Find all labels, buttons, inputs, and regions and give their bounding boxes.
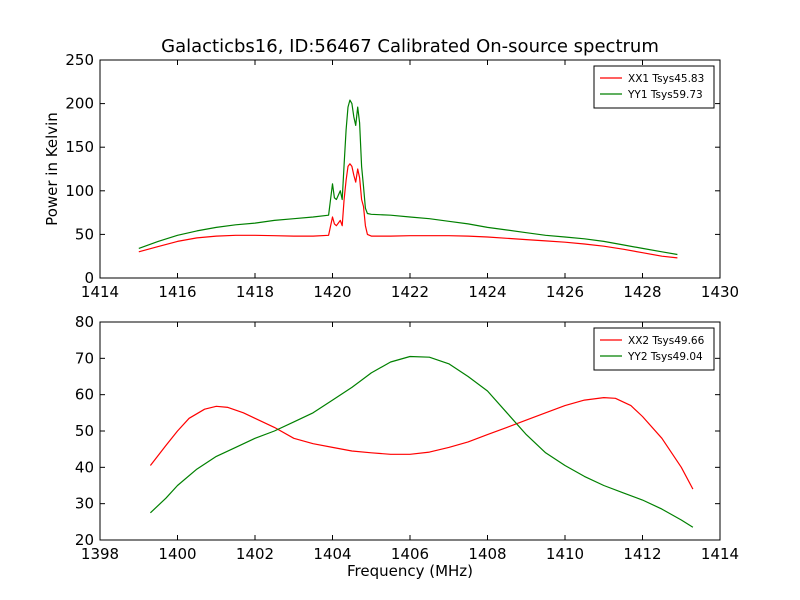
legend-label: YY2 Tsys49.04 (627, 351, 703, 363)
figure-title: Galacticbs16, ID:56467 Calibrated On-sou… (161, 36, 659, 57)
x-axis-label: Frequency (MHz) (347, 562, 473, 580)
series-line-1 (138, 163, 678, 259)
x-tick-label: 1410 (546, 545, 584, 563)
bottom-spectrum-plot: 1398 1400 1402 1404 1406 1408 1410 1412 1414 20 30… (75, 313, 739, 580)
x-tick-label: 1430 (701, 283, 739, 301)
x-tick-label: 1420 (313, 283, 351, 301)
y-tick-label: 30 (75, 495, 94, 513)
y-tick-label: 0 (84, 269, 94, 287)
y-tick-label: 50 (75, 422, 94, 440)
x-tick-label: 1428 (623, 283, 661, 301)
y-tick-label: 100 (65, 182, 94, 200)
series-line-1 (149, 397, 694, 490)
y-tick-label: 50 (75, 225, 94, 243)
x-tick-label: 1400 (158, 545, 196, 563)
y-tick-label: 150 (65, 138, 94, 156)
legend-label: XX1 Tsys45.83 (628, 73, 704, 85)
x-tick-label: 1424 (468, 283, 506, 301)
x-tick-label: 1418 (236, 283, 274, 301)
y-axis-label: Power in Kelvin (43, 112, 61, 226)
top-spectrum-plot: 1414 1416 1418 1420 1422 1424 1426 1428 1430 0 50 1… (43, 51, 739, 301)
y-tick-label: 20 (75, 531, 94, 549)
y-tick-label: 40 (75, 458, 94, 476)
x-tick-label: 1402 (236, 545, 274, 563)
y-tick-label: 60 (75, 386, 94, 404)
series-line-2 (149, 355, 694, 528)
legend-label: XX2 Tsys49.66 (628, 335, 705, 347)
legend-box (593, 327, 715, 371)
series-line-2 (138, 99, 678, 256)
x-tick-label: 1406 (391, 545, 429, 563)
x-tick-label: 1408 (468, 545, 506, 563)
x-tick-label: 1422 (391, 283, 429, 301)
x-tick-label: 1426 (546, 283, 584, 301)
x-tick-label: 1412 (623, 545, 661, 563)
x-tick-label: 1398 (81, 545, 119, 563)
x-tick-label: 1416 (158, 283, 196, 301)
legend: XX2 Tsys49.66 YY2 Tsys49.04 (593, 327, 715, 371)
x-tick-label: 1414 (81, 283, 119, 301)
y-tick-label: 70 (75, 349, 94, 367)
legend: XX1 Tsys45.83 YY1 Tsys59.73 (593, 65, 715, 109)
y-tick-label: 80 (75, 313, 94, 331)
legend-label: YY1 Tsys59.73 (627, 89, 703, 101)
x-tick-label: 1404 (313, 545, 351, 563)
legend-box (593, 65, 715, 109)
y-tick-label: 250 (65, 51, 94, 69)
y-tick-label: 200 (65, 95, 94, 113)
x-tick-label: 1414 (701, 545, 739, 563)
